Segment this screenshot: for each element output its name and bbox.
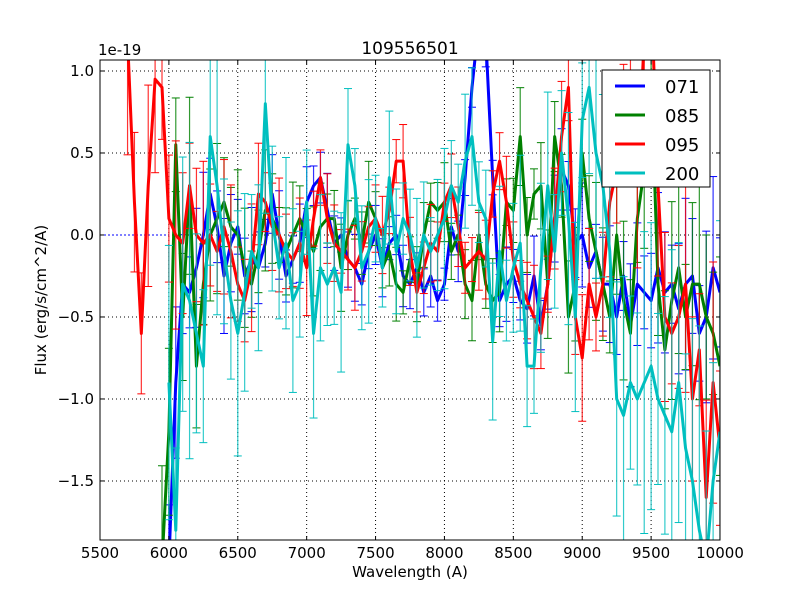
x-tick-label: 7000 (288, 544, 326, 562)
plot-area (100, 60, 720, 540)
y-tick-label: −1.0 (58, 390, 94, 408)
legend-box (601, 69, 711, 188)
x-tick-label: 6500 (219, 544, 257, 562)
legend-label-200: 200 (665, 164, 699, 185)
x-tick-label: 10000 (696, 544, 744, 562)
axes-frame (99, 59, 721, 541)
series-line-200 (167, 85, 720, 540)
y-tick-label: −1.5 (58, 472, 94, 490)
x-tick-label: 6000 (150, 544, 188, 562)
y-tick-label: −0.5 (58, 308, 94, 326)
y-tick-label: 1.0 (70, 62, 94, 80)
legend-label-071: 071 (665, 77, 699, 98)
legend: 071 085 095 200 (601, 69, 711, 188)
x-axis-label: Wavelength (A) (352, 563, 468, 581)
legend-label-095: 095 (665, 135, 699, 156)
series-200 (164, 60, 720, 540)
y-tick-label: 0.5 (70, 144, 94, 162)
x-tick-label: 8000 (425, 544, 463, 562)
y-tick-label: 0.0 (70, 226, 94, 244)
x-tick-label: 7500 (356, 544, 394, 562)
series-line-085 (161, 69, 720, 540)
legend-label-085: 085 (665, 106, 699, 127)
y-axis-label: Flux (erg/s/cm^2/A) (32, 225, 50, 376)
x-tick-label: 9000 (563, 544, 601, 562)
ticks: 5500 6000 6500 7000 7500 8000 8500 9000 9500 1000… (58, 60, 744, 562)
x-tick-label: 5500 (81, 544, 119, 562)
chart-title: 109556501 (361, 39, 458, 59)
x-tick-label: 9500 (632, 544, 670, 562)
x-tick-label: 8500 (494, 544, 532, 562)
y-scale-label: 1e-19 (98, 41, 141, 59)
